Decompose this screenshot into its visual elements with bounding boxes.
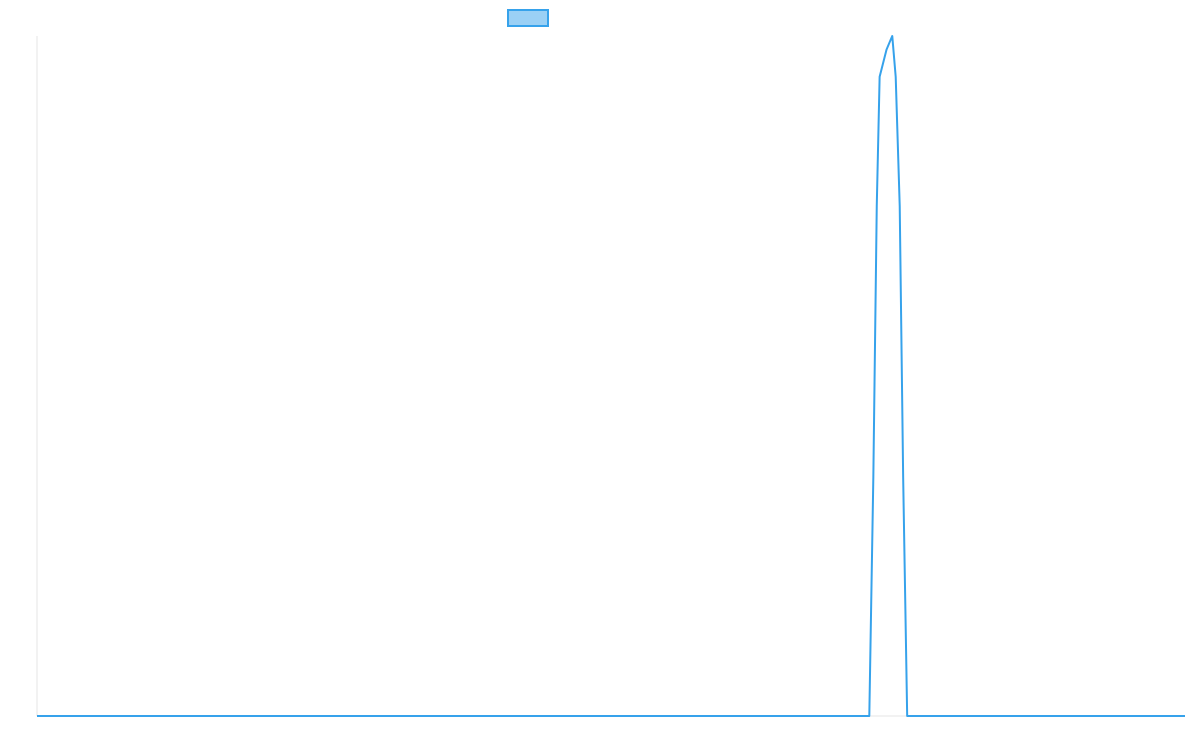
legend[interactable]: [507, 9, 549, 27]
axes: [36, 36, 1185, 717]
series-group: [37, 35, 1185, 717]
series-line: [37, 35, 1185, 717]
legend-swatch[interactable]: [507, 9, 549, 27]
